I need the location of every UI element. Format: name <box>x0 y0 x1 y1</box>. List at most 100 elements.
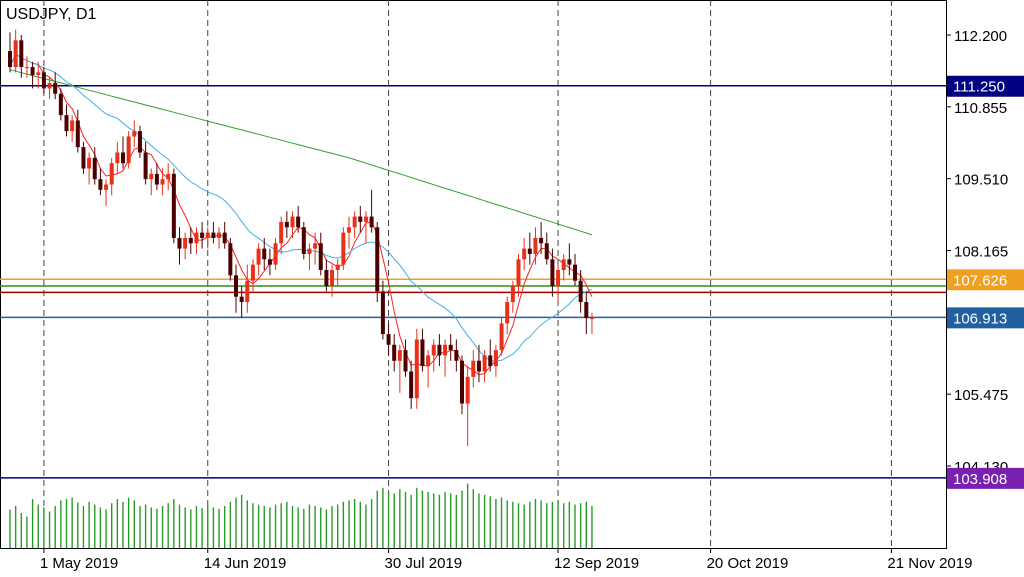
candle <box>279 216 284 254</box>
candle-body <box>358 216 363 222</box>
candle <box>64 104 69 137</box>
candle <box>493 344 498 377</box>
volume-bars <box>9 483 593 548</box>
candle <box>166 163 171 190</box>
candle <box>200 221 205 249</box>
candle <box>160 168 165 196</box>
candle-body <box>443 344 448 356</box>
candle <box>539 221 544 254</box>
candle <box>13 29 18 73</box>
candle <box>363 211 368 244</box>
candle-body <box>8 51 12 68</box>
candle-body <box>465 376 470 404</box>
x-tick-label: 12 Sep 2019 <box>554 555 639 572</box>
candle-body <box>58 93 63 116</box>
candle-body <box>589 318 594 320</box>
candle <box>98 168 103 196</box>
candle <box>409 360 414 409</box>
candle <box>335 259 340 287</box>
candle <box>471 350 476 388</box>
candle <box>556 264 561 303</box>
candle <box>448 334 453 361</box>
candle <box>380 280 385 340</box>
candle-body <box>279 221 284 244</box>
candle <box>347 216 351 249</box>
candle <box>544 232 549 265</box>
candle <box>561 253 566 281</box>
candle-body <box>556 269 561 287</box>
candle <box>516 253 521 297</box>
candle-body <box>217 232 222 238</box>
candle-body <box>527 248 532 254</box>
y-tick-label: 109.510 <box>954 172 1008 189</box>
level-label-box <box>947 75 1024 97</box>
candle <box>403 339 408 377</box>
candle <box>30 61 35 89</box>
candle-body <box>160 179 165 185</box>
candle-body <box>92 157 97 180</box>
candle-body <box>70 120 75 132</box>
candle-body <box>87 157 92 169</box>
candlesticks <box>8 29 594 447</box>
candle <box>307 243 312 270</box>
candle-body <box>578 280 583 303</box>
candle <box>19 35 24 78</box>
candle-body <box>347 227 351 233</box>
candle <box>460 355 464 415</box>
candle <box>589 312 594 335</box>
y-tick-label: 105.475 <box>954 387 1008 404</box>
candle-body <box>573 264 577 281</box>
candle-body <box>104 184 109 190</box>
chart-title: USDJPY, D1 <box>6 6 97 23</box>
candle <box>301 221 306 260</box>
candle-body <box>177 237 182 249</box>
candle-body <box>75 120 80 148</box>
level-label-box <box>947 307 1024 329</box>
candle-body <box>426 355 431 367</box>
candle-body <box>584 302 589 319</box>
candle <box>420 328 425 372</box>
candle <box>533 227 538 265</box>
candle <box>234 264 238 313</box>
ma-slow-line <box>9 69 593 236</box>
candle-body <box>431 344 436 356</box>
horizontal-levels <box>0 84 946 479</box>
candle <box>217 227 222 249</box>
candle-body <box>41 72 46 89</box>
y-tick-label: 112.200 <box>954 28 1007 45</box>
candle-body <box>522 248 527 260</box>
candle-body <box>561 259 566 270</box>
candle <box>36 61 41 89</box>
candle <box>245 264 250 313</box>
candle-body <box>301 227 306 254</box>
candle <box>426 350 431 388</box>
chart-grid <box>0 0 947 549</box>
candle-body <box>228 243 233 276</box>
candle-body <box>460 360 464 404</box>
time-axis: 1 May 2019 14 Jun 2019 30 Jul 2019 12 Sep 2… <box>40 548 972 572</box>
x-tick-label: 30 Jul 2019 <box>385 555 463 572</box>
x-tick-label: 1 May 2019 <box>40 555 118 572</box>
candle <box>177 227 182 265</box>
candle <box>386 323 391 356</box>
candle <box>194 227 199 254</box>
candle-body <box>448 344 453 351</box>
candle-body <box>126 136 131 164</box>
candle-body <box>30 67 35 76</box>
candle <box>510 280 515 313</box>
candle-body <box>245 280 250 303</box>
level-label-box <box>947 467 1024 489</box>
candle-body <box>250 264 255 281</box>
level-label-box <box>947 269 1024 291</box>
candle-body <box>53 83 58 94</box>
candle <box>8 32 12 73</box>
candle-body <box>256 248 261 265</box>
candle-body <box>499 323 504 351</box>
candle-body <box>403 350 408 372</box>
candle-body <box>476 360 481 372</box>
x-tick-label: 14 Jun 2019 <box>204 555 287 572</box>
ma-fast-line <box>9 52 593 376</box>
candle <box>149 168 154 196</box>
candle <box>75 109 80 153</box>
